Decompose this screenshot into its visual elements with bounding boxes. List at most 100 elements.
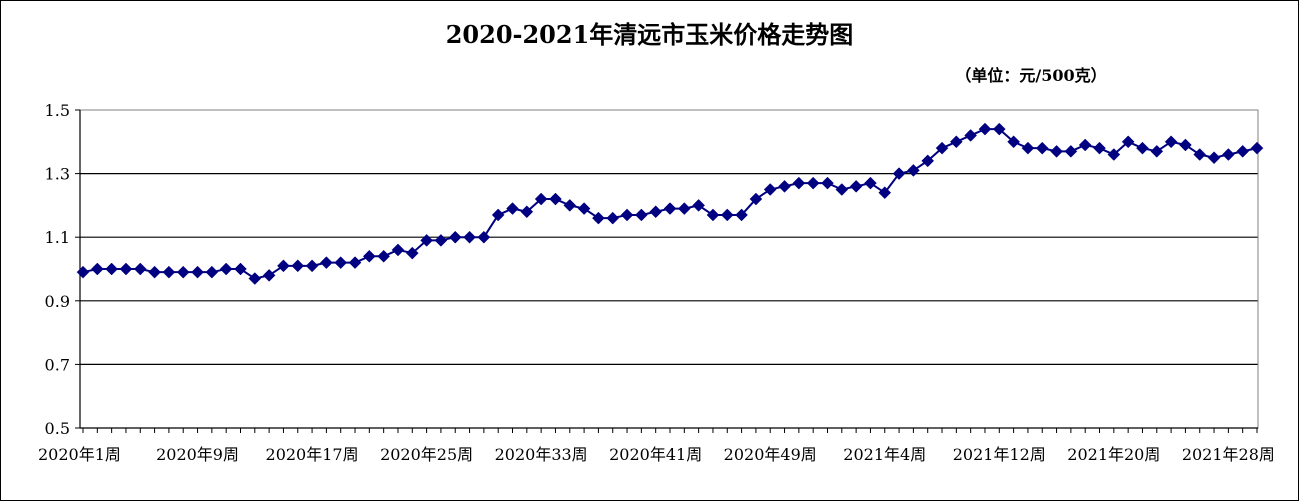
data-point bbox=[262, 269, 276, 282]
x-tick-label: 2020年41周 bbox=[609, 445, 702, 464]
data-point bbox=[1207, 151, 1221, 165]
data-point bbox=[119, 262, 133, 276]
data-point bbox=[620, 208, 634, 222]
data-point bbox=[1064, 144, 1078, 158]
data-point bbox=[778, 179, 791, 193]
data-point bbox=[1050, 144, 1063, 158]
data-point bbox=[205, 265, 219, 279]
x-tick-label: 2021年12周 bbox=[953, 445, 1046, 464]
data-point bbox=[821, 176, 834, 190]
x-tick-label: 2020年17周 bbox=[266, 445, 359, 464]
data-point bbox=[878, 186, 892, 200]
x-tick-label: 2021年20周 bbox=[1067, 445, 1160, 464]
data-point bbox=[420, 234, 433, 247]
data-point bbox=[635, 208, 648, 222]
tick-labels: 1.5 1.3 1.1 0.9 0.7 0.5 2020年1周 2020年9周 2020年17周… bbox=[38, 101, 1275, 464]
data-point bbox=[1193, 148, 1207, 161]
x-tick-label: 2020年33周 bbox=[495, 445, 588, 464]
data-point bbox=[305, 259, 319, 273]
data-point bbox=[176, 265, 190, 279]
data-point bbox=[978, 122, 992, 136]
y-tick-label-0.9: 0.9 bbox=[45, 292, 70, 311]
data-point bbox=[763, 183, 777, 196]
data-point bbox=[234, 262, 247, 276]
x-tick-label: 2020年25周 bbox=[380, 445, 473, 464]
x-tick-label: 2020年49周 bbox=[724, 445, 817, 464]
y-tick-label-1.5: 1.5 bbox=[45, 101, 70, 120]
data-point bbox=[1007, 135, 1020, 149]
unit-label: （单位：元/500克） bbox=[955, 66, 1107, 85]
data-point bbox=[921, 154, 935, 168]
data-point bbox=[377, 249, 391, 263]
data-point bbox=[162, 265, 176, 279]
data-point bbox=[362, 249, 376, 263]
series-markers bbox=[76, 122, 1264, 285]
data-point bbox=[1222, 148, 1235, 161]
data-point bbox=[892, 167, 906, 180]
x-tick-label: 2021年28周 bbox=[1182, 445, 1275, 464]
axes bbox=[75, 109, 1259, 433]
gridlines bbox=[80, 173, 1258, 365]
data-point bbox=[1121, 135, 1135, 149]
data-point bbox=[949, 135, 963, 149]
data-point bbox=[792, 176, 806, 190]
data-point bbox=[219, 262, 233, 276]
data-point bbox=[1150, 144, 1164, 158]
data-point bbox=[448, 230, 462, 244]
y-tick-label-0.5: 0.5 bbox=[45, 419, 70, 438]
data-point bbox=[1164, 135, 1178, 149]
data-point bbox=[992, 122, 1006, 136]
data-point bbox=[549, 192, 562, 206]
data-point bbox=[649, 205, 663, 219]
data-point bbox=[1093, 141, 1106, 155]
data-point bbox=[191, 265, 204, 279]
data-point bbox=[706, 208, 720, 222]
data-point bbox=[907, 164, 920, 177]
data-point bbox=[677, 202, 691, 215]
data-point bbox=[835, 183, 849, 196]
data-point bbox=[133, 262, 147, 276]
data-point bbox=[463, 230, 476, 244]
x-tick-label: 2020年1周 bbox=[38, 445, 121, 464]
data-point bbox=[577, 202, 591, 215]
data-point bbox=[520, 205, 534, 219]
data-point bbox=[248, 272, 262, 285]
data-point bbox=[105, 262, 118, 276]
y-tick-label-1.1: 1.1 bbox=[45, 228, 70, 247]
data-point bbox=[76, 265, 90, 279]
data-point bbox=[749, 192, 763, 206]
data-point bbox=[277, 259, 290, 273]
data-point bbox=[506, 202, 519, 215]
data-point bbox=[692, 199, 705, 212]
data-point bbox=[534, 192, 548, 206]
data-point bbox=[806, 176, 820, 190]
data-point bbox=[864, 176, 877, 190]
data-point bbox=[434, 234, 448, 247]
data-point bbox=[720, 208, 734, 222]
data-point bbox=[663, 202, 677, 215]
data-point bbox=[964, 129, 978, 142]
data-point bbox=[291, 259, 305, 273]
data-point bbox=[391, 243, 405, 257]
data-point bbox=[1179, 138, 1192, 152]
data-point bbox=[735, 208, 748, 222]
data-point bbox=[592, 211, 605, 225]
data-point bbox=[320, 256, 333, 269]
data-point bbox=[148, 265, 161, 279]
data-point bbox=[935, 141, 949, 155]
y-tick-label-0.7: 0.7 bbox=[45, 355, 70, 374]
y-tick-label-1.3: 1.3 bbox=[45, 165, 70, 184]
chart-title: 2020-2021年清远市玉米价格走势图 bbox=[445, 20, 854, 49]
x-tick-label: 2021年4周 bbox=[843, 445, 926, 464]
data-point bbox=[405, 246, 419, 260]
data-point bbox=[849, 179, 863, 193]
data-point bbox=[563, 199, 577, 212]
data-point bbox=[334, 256, 348, 269]
data-point bbox=[1078, 138, 1092, 152]
data-point bbox=[477, 230, 491, 244]
data-point bbox=[1035, 141, 1049, 155]
data-point bbox=[1107, 148, 1121, 161]
data-point bbox=[1021, 141, 1035, 155]
